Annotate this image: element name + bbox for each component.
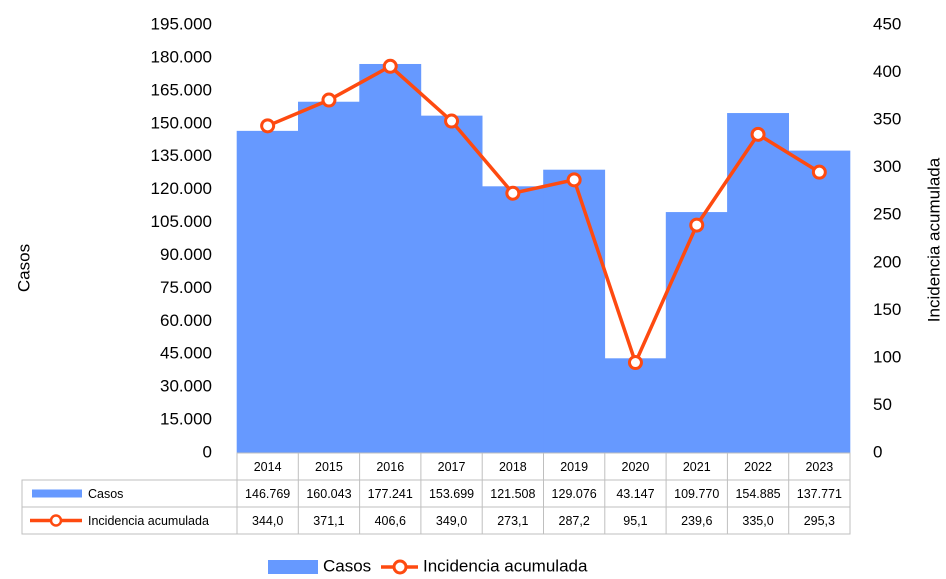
y2-tick-label: 450: [873, 14, 901, 33]
bar: [481, 186, 544, 453]
x-tick-label: 2016: [376, 460, 404, 474]
line: [266, 64, 821, 368]
y-tick-label: 75.000: [160, 278, 212, 297]
table-value: 153.699: [429, 487, 474, 501]
legend-swatch: [268, 560, 318, 574]
y2-tick-label: 400: [873, 62, 901, 81]
y2-tick-label: 350: [873, 110, 901, 129]
table-value: 335,0: [742, 514, 773, 528]
table-value: 177.241: [368, 487, 413, 501]
table-value: 349,0: [436, 514, 467, 528]
line-marker: [566, 172, 582, 188]
table-value: 146.769: [245, 487, 290, 501]
line-marker: [689, 217, 705, 233]
line-marker: [444, 113, 460, 129]
line-marker: [321, 92, 337, 108]
table-row-label: Incidencia acumulada: [88, 514, 209, 528]
x-tick-label: 2020: [622, 460, 650, 474]
bar: [543, 169, 606, 453]
table-value: 371,1: [313, 514, 344, 528]
table-value: 154.885: [735, 487, 780, 501]
y-tick-label: 150.000: [151, 113, 212, 132]
y2-tick-label: 200: [873, 252, 901, 271]
table-legend-marker: [49, 514, 63, 527]
y-tick-label: 45.000: [160, 344, 212, 363]
y-tick-label: 90.000: [160, 245, 212, 264]
y-tick-label: 0: [203, 442, 212, 461]
table-value: 109.770: [674, 487, 719, 501]
y-tick-label: 105.000: [151, 212, 212, 231]
y2-tick-label: 0: [873, 442, 882, 461]
table-value: 43.147: [616, 487, 654, 501]
table-value: 160.043: [306, 487, 351, 501]
table-value: 344,0: [252, 514, 283, 528]
x-tick-label: 2019: [560, 460, 588, 474]
y2-tick-label: 250: [873, 205, 901, 224]
y-tick-label: 30.000: [160, 377, 212, 396]
y2-tick-label: 300: [873, 157, 901, 176]
line-marker: [627, 355, 643, 371]
x-tick-label: 2014: [254, 460, 282, 474]
y-tick-label: 120.000: [151, 179, 212, 198]
bar: [236, 130, 299, 454]
line-marker: [382, 58, 398, 74]
y-tick-label: 180.000: [151, 47, 212, 66]
x-tick-label: 2017: [438, 460, 466, 474]
line-marker: [505, 185, 521, 201]
line-marker: [750, 126, 766, 142]
legend-label: Incidencia acumulada: [423, 556, 588, 575]
y-tick-label: 165.000: [151, 80, 212, 99]
x-tick-label: 2022: [744, 460, 772, 474]
legend-label: Casos: [323, 556, 371, 575]
y-axis-title: Casos: [14, 244, 33, 292]
y2-tick-label: 100: [873, 347, 901, 366]
bar: [727, 113, 789, 454]
bar: [665, 212, 728, 453]
table-value: 287,2: [559, 514, 590, 528]
table-value: 121.508: [490, 487, 535, 501]
table-row-label: Casos: [88, 487, 123, 501]
y2-tick-label: 50: [873, 395, 892, 414]
table-value: 273,1: [497, 514, 528, 528]
table-value: 137.771: [797, 487, 842, 501]
y2-axis-title: Incidencia acumulada: [924, 157, 943, 322]
bar: [359, 63, 422, 453]
bar: [788, 150, 851, 453]
x-tick-label: 2018: [499, 460, 527, 474]
table-value: 239,6: [681, 514, 712, 528]
table-value: 129.076: [552, 487, 597, 501]
bar: [604, 358, 667, 453]
table-value: 295,3: [804, 514, 835, 528]
x-tick-label: 2015: [315, 460, 343, 474]
y2-tick-label: 150: [873, 300, 901, 319]
line-marker: [811, 164, 827, 180]
line-marker: [260, 118, 276, 134]
bar: [420, 115, 483, 454]
table-value: 95,1: [623, 514, 647, 528]
y-tick-label: 15.000: [160, 410, 212, 429]
y-tick-label: 60.000: [160, 311, 212, 330]
legend-marker: [392, 559, 408, 575]
x-tick-label: 2021: [683, 460, 711, 474]
table-legend-swatch: [32, 489, 82, 498]
y-tick-label: 135.000: [151, 146, 212, 165]
x-tick-label: 2023: [805, 460, 833, 474]
y-tick-label: 195.000: [151, 14, 212, 33]
bar: [298, 101, 360, 453]
table-value: 406,6: [375, 514, 406, 528]
